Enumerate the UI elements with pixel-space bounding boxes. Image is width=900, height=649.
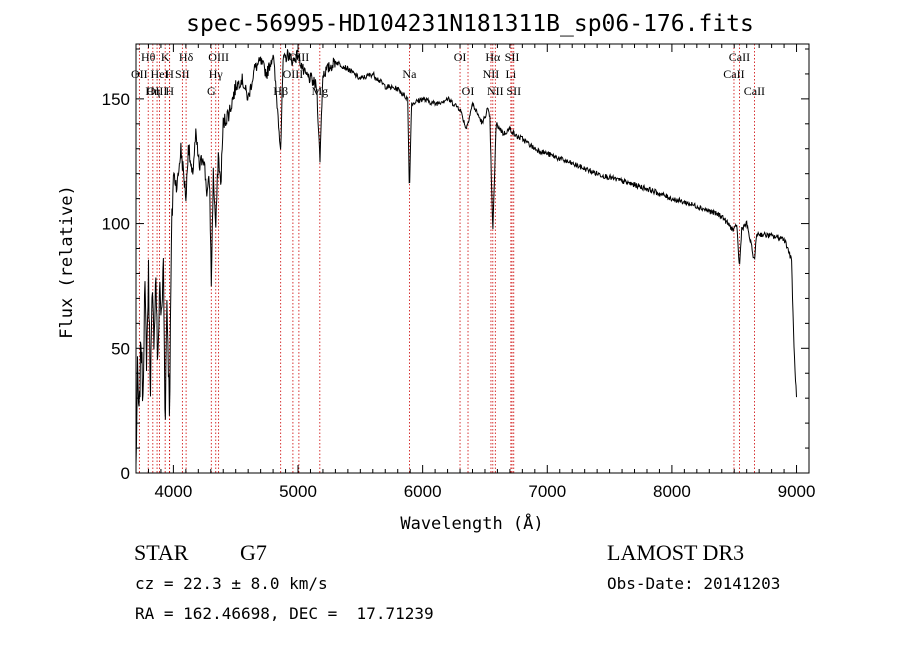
x-axis-label: Wavelength (Å) — [400, 512, 543, 534]
spectrum-chart: spec-56995-HD104231N181311B_sp06-176.fit… — [57, 11, 816, 534]
spectral-line-label: HeI — [151, 67, 169, 81]
y-tick-label: 100 — [102, 215, 130, 234]
spectral-line-label: Hα — [485, 50, 501, 64]
obs-date: Obs-Date: 20141203 — [607, 574, 781, 593]
object-class: STAR — [134, 540, 189, 565]
spectral-line-label: SII — [505, 50, 520, 64]
spectral-line-label: SII — [175, 67, 190, 81]
x-tick-label: 5000 — [279, 482, 317, 501]
spectral-line-label: Li — [506, 67, 517, 81]
y-axis-label: Flux (relative) — [57, 185, 77, 339]
spectral-line-label: OIII — [147, 84, 168, 98]
spectral-line-label: OI — [462, 84, 475, 98]
spectral-line-label: OIII — [283, 67, 304, 81]
plot-frame — [135, 43, 810, 474]
spectral-line-label: OIII — [208, 50, 229, 64]
spectral-line-label: Hη — [145, 84, 160, 98]
y-tick-label: 50 — [111, 339, 130, 358]
spectral-line-label: SII — [506, 84, 521, 98]
x-tick-label: 7000 — [528, 482, 566, 501]
spectral-line-label: Hθ — [141, 50, 156, 64]
spectral-line-label: NII — [487, 84, 504, 98]
survey-name: LAMOST DR3 — [607, 540, 745, 565]
x-tick-label: 4000 — [154, 482, 192, 501]
spectral-line-label: OI — [454, 50, 467, 64]
spectral-line-label: Hδ — [179, 50, 194, 64]
spectral-line-label: H — [165, 84, 174, 98]
redshift: cz = 22.3 ± 8.0 km/s — [135, 574, 328, 593]
x-tick-label: 6000 — [404, 482, 442, 501]
spectral-line-label: CaII — [723, 67, 744, 81]
x-tick-label: 8000 — [653, 482, 691, 501]
spectral-line-label: G — [207, 84, 216, 98]
spectral-line-label: Na — [402, 67, 417, 81]
spectral-line-label: CaII — [729, 50, 750, 64]
spectral-line-label: K — [161, 50, 170, 64]
spectral-line-label: Hγ — [209, 67, 224, 81]
spectrum-line — [135, 49, 797, 465]
y-tick-label: 150 — [102, 90, 130, 109]
y-tick-label: 0 — [121, 464, 130, 483]
spectral-line-label: NII — [483, 67, 500, 81]
subclass: G7 — [240, 540, 267, 565]
coordinates: RA = 162.46698, DEC = 17.71239 — [135, 604, 434, 623]
spectral-line-label: CaII — [744, 84, 765, 98]
x-axis-ticks: 4000 5000 6000 7000 8000 9000 — [135, 44, 816, 501]
chart-title: spec-56995-HD104231N181311B_sp06-176.fit… — [186, 11, 754, 37]
spectral-line-label: Mg — [311, 84, 328, 98]
x-tick-label: 9000 — [778, 482, 816, 501]
spectral-line-label: Hβ — [273, 84, 288, 98]
y-axis-ticks: 0 50 100 150 — [102, 48, 809, 483]
spectral-line-label: H — [165, 67, 174, 81]
